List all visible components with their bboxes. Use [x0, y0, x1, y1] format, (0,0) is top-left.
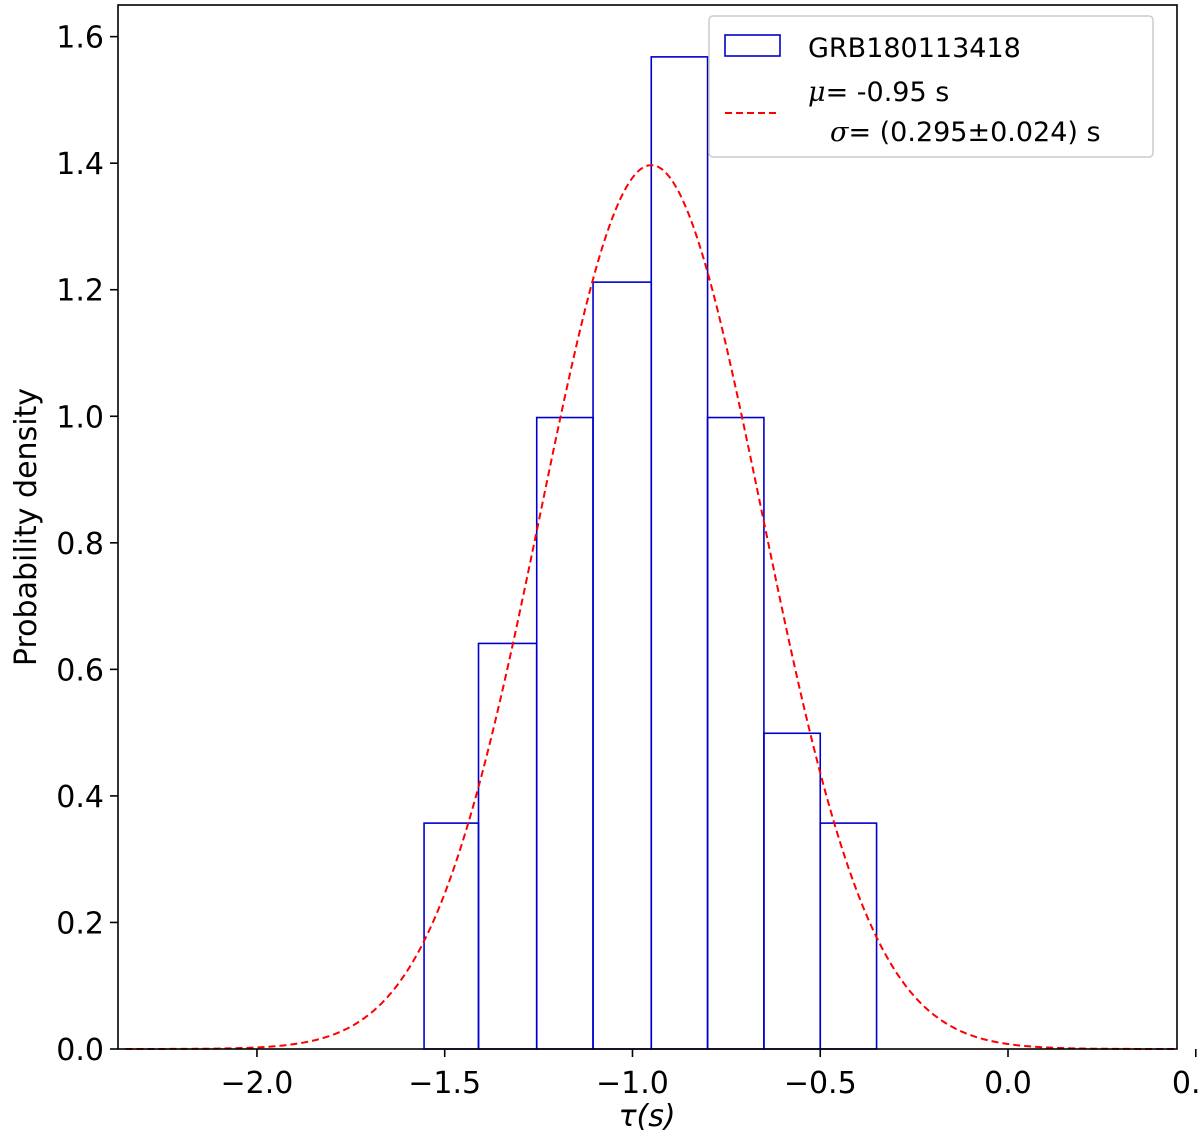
y-tick-label: 0.6 [56, 653, 104, 688]
y-tick-label: 0.8 [56, 527, 104, 562]
y-tick-label: 0.2 [56, 906, 104, 941]
histogram-bar [477, 642, 538, 1050]
histogram-bar [650, 56, 709, 1050]
legend-fit-mu: μ= -0.95 s [808, 77, 949, 108]
y-tick-label: 0.4 [56, 780, 104, 815]
histogram-bar [763, 732, 822, 1050]
legend-histogram-label: GRB180113418 [808, 33, 1021, 64]
legend-histogram-swatch [724, 34, 781, 57]
y-axis-label: Probability density [9, 388, 44, 666]
x-tick-label: 0.0 [984, 1066, 1032, 1101]
y-tick-label: 1.0 [56, 400, 104, 435]
histogram-bar [423, 822, 480, 1050]
x-axis-label: τ(s) [618, 1099, 675, 1134]
gaussian-fit-line [125, 164, 1177, 1050]
x-tick-label: −1.5 [408, 1066, 481, 1101]
histogram-bar [706, 416, 765, 1050]
x-axis: −2.0 −1.5 −1.0 −0.5 0.0 0.5 [221, 1049, 1200, 1101]
x-tick-label: 0.5 [1172, 1066, 1200, 1101]
y-tick-label: 1.6 [56, 21, 104, 56]
legend-sigma-value: = (0.295±0.024) s [848, 117, 1100, 148]
plot-area [125, 56, 1177, 1050]
legend-fit-sigma: σ= (0.295±0.024) s [830, 117, 1101, 148]
y-tick-label: 1.4 [56, 147, 104, 182]
x-tick-label: −0.5 [784, 1066, 857, 1101]
legend: GRB180113418 μ= -0.95 s σ= (0.295±0.024)… [708, 15, 1154, 158]
axes-frame [117, 4, 1178, 1050]
x-tick-label: −1.0 [596, 1066, 669, 1101]
legend-mu-value: = -0.95 s [826, 77, 950, 108]
x-tick-label: −2.0 [221, 1066, 294, 1101]
legend-box [708, 15, 1154, 158]
histogram-bar [535, 416, 594, 1050]
y-axis: 0.0 0.2 0.4 0.6 0.8 1.0 1.2 1.4 1.6 [56, 21, 118, 1068]
y-tick-label: 1.2 [56, 274, 104, 309]
histogram-bar [592, 281, 653, 1050]
histogram-bar [819, 822, 878, 1050]
y-tick-label: 0.0 [56, 1033, 104, 1068]
